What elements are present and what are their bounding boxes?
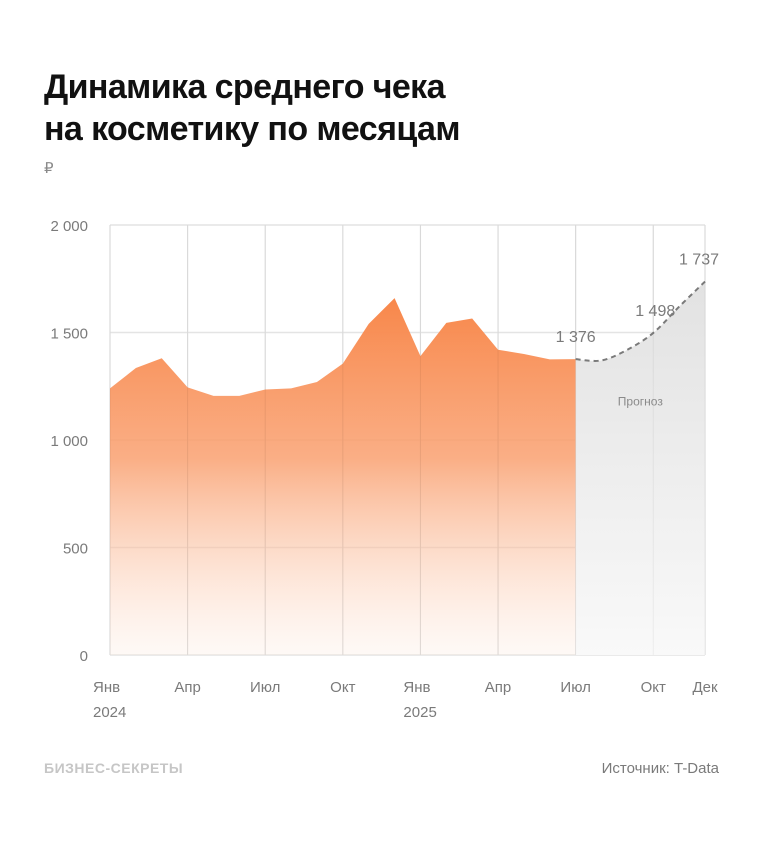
x-tick-label: Апр	[174, 679, 200, 696]
x-tick-label: Янв	[93, 679, 120, 696]
value-annotations: 1 376 1 498 1 737	[556, 252, 719, 347]
y-axis-ticks: 0 500 1 000 1 500 2 000	[50, 218, 88, 665]
x-tick-label: Дек	[692, 679, 718, 696]
y-tick-label: 1 500	[50, 326, 88, 343]
x-tick-year-label: 2024	[93, 704, 126, 721]
y-tick-label: 500	[63, 541, 88, 558]
value-annotation: 1 376	[556, 329, 596, 346]
forecast-region-label: Прогноз	[618, 394, 664, 408]
source-label: Источник: T-Data	[601, 760, 719, 777]
x-axis-ticks: Янв 2024 Апр Июл Окт Янв 2025 Апр Июл Окт Дек	[93, 679, 718, 721]
value-annotation: 1 737	[679, 252, 719, 269]
x-tick-year-label: 2025	[403, 704, 436, 721]
chart-title: Динамика среднего чека на косметику по м…	[44, 66, 461, 150]
x-tick-label: Июл	[560, 679, 590, 696]
y-tick-label: 1 000	[50, 433, 88, 450]
chart-title-line-2: на косметику по месяцам	[44, 110, 461, 148]
x-tick-label: Апр	[485, 679, 511, 696]
x-tick-label: Окт	[641, 679, 666, 696]
x-tick-label: Окт	[330, 679, 355, 696]
area-chart: Прогноз 0 500 1 000 1 500 2 000 Янв 2024 Апр Ию…	[50, 218, 719, 721]
value-annotation: 1 498	[635, 303, 675, 320]
brand-logo: БИЗНЕС-СЕКРЕТЫ	[44, 760, 184, 776]
y-tick-label: 2 000	[50, 218, 88, 235]
x-tick-label: Янв	[403, 679, 430, 696]
y-tick-label: 0	[80, 648, 88, 665]
x-tick-label: Июл	[250, 679, 280, 696]
vertical-grid-overlay	[109, 225, 706, 655]
forecast-area	[575, 281, 705, 655]
chart-areas: Прогноз	[110, 280, 706, 655]
unit-label: ₽	[44, 160, 54, 177]
chart-title-line-1: Динамика среднего чека	[44, 68, 446, 106]
actual-area	[110, 298, 576, 655]
